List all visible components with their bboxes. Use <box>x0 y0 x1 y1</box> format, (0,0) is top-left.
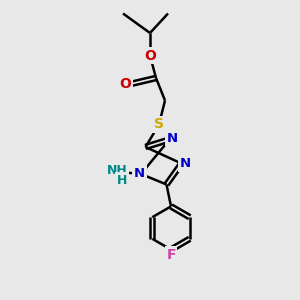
Text: NH: NH <box>106 164 128 177</box>
Text: O: O <box>144 49 156 62</box>
Text: N: N <box>179 157 191 170</box>
Text: N: N <box>134 167 145 180</box>
Text: H: H <box>117 173 127 187</box>
Text: O: O <box>119 77 131 91</box>
Text: F: F <box>166 248 176 262</box>
Text: N: N <box>166 131 178 145</box>
Text: S: S <box>154 118 164 131</box>
